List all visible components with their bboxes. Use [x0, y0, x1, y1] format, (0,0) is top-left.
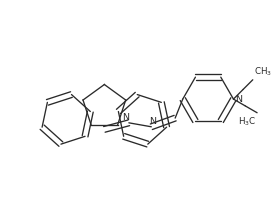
Text: H$_3$C: H$_3$C [238, 116, 256, 128]
Text: N: N [122, 113, 129, 122]
Text: CH$_3$: CH$_3$ [254, 65, 272, 78]
Text: N: N [149, 117, 156, 126]
Text: N: N [235, 94, 242, 104]
